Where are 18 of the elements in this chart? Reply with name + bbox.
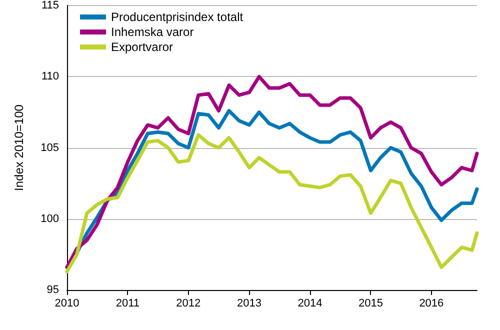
x-tick-label: 2016 <box>419 298 444 310</box>
y-tick-label: 110 <box>41 70 59 83</box>
legend-label: Producentprisindex totalt <box>111 10 244 24</box>
y-tick-label: 105 <box>40 142 59 154</box>
y-axis-title: Index 2010=100 <box>12 104 26 191</box>
x-tick-label: 2010 <box>54 298 80 310</box>
y-tick-label: 115 <box>41 0 59 12</box>
x-tick-label: 2014 <box>298 298 322 310</box>
line-series <box>65 74 479 269</box>
x-tick-label: 2015 <box>358 298 383 310</box>
y-tick-label: 95 <box>46 284 59 296</box>
legend-label: Inhemska varor <box>111 25 194 39</box>
y-tick-label: 100 <box>40 212 59 225</box>
x-tick-label: 2012 <box>176 298 201 310</box>
x-tick-label: 2013 <box>237 298 262 310</box>
legend-label: Exportvaror <box>111 40 174 54</box>
x-tick-label: 2011 <box>116 298 140 310</box>
line-series <box>65 133 479 274</box>
